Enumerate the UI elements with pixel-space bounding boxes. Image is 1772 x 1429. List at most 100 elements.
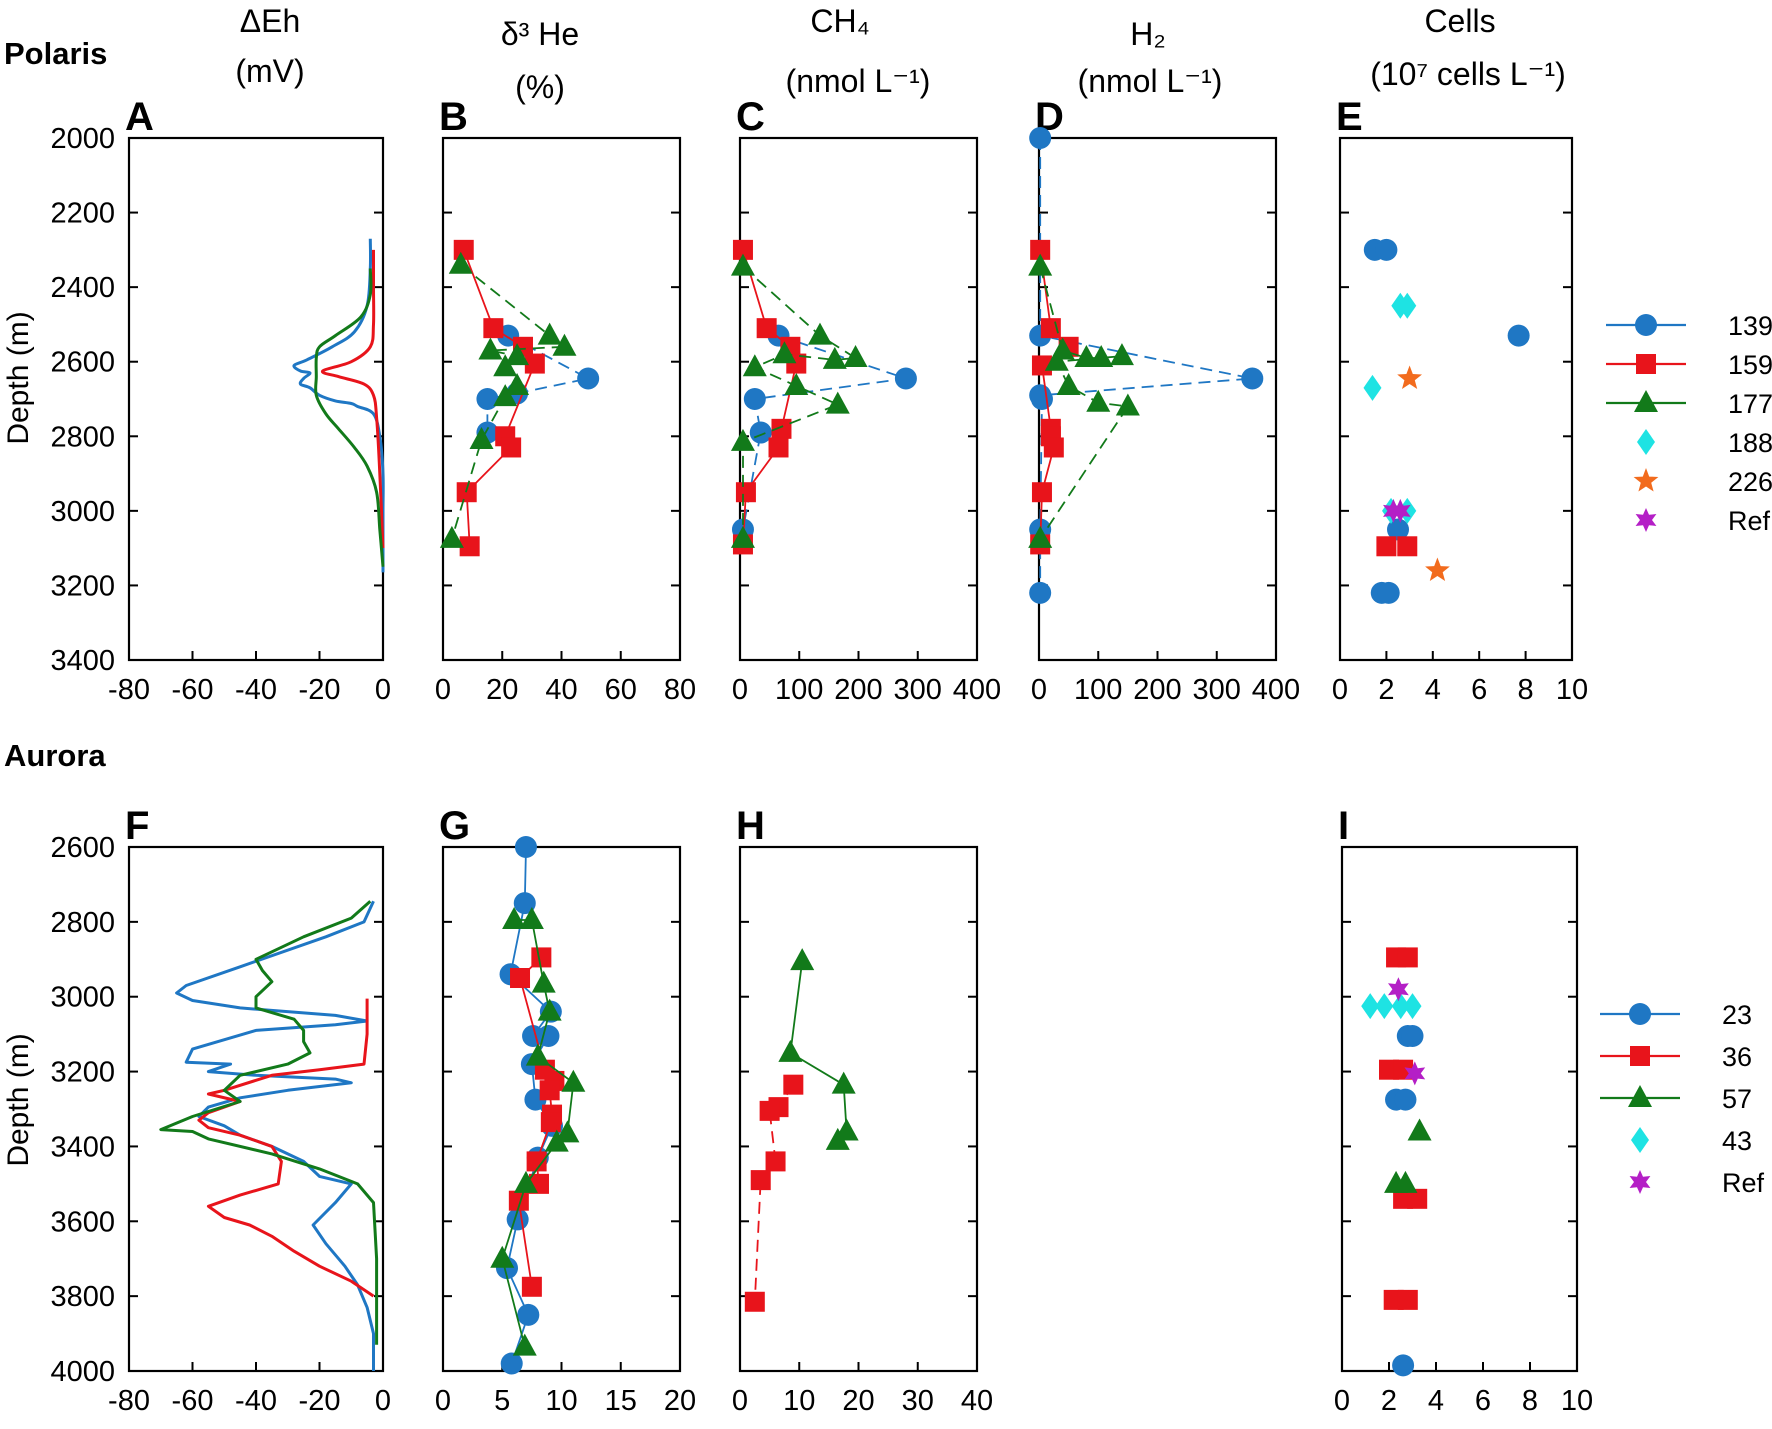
marker-Ref	[1383, 498, 1404, 523]
marker-36	[539, 1080, 560, 1101]
marker-57	[825, 1127, 850, 1150]
header-cells-line2: (10⁷ cells L⁻¹)	[1370, 56, 1566, 92]
panel-g: G 0 5 10 15 20	[435, 804, 696, 1417]
legend-marker-43	[1631, 1127, 1649, 1153]
header-he-line2: (%)	[515, 69, 565, 105]
marker-57	[512, 1333, 537, 1356]
x-tick-label: 8	[1518, 674, 1534, 706]
x-tick-label: 30	[902, 1385, 934, 1417]
legend-marker-57	[1628, 1085, 1652, 1107]
panel-c: C 0 100 200 300 400	[730, 95, 1001, 706]
x-tick-label: -60	[172, 1385, 214, 1417]
marker-159	[732, 239, 753, 260]
marker-36	[750, 1170, 771, 1191]
x-tick-label: -80	[108, 1385, 150, 1417]
header-he-line1: δ³ He	[501, 16, 579, 52]
x-tick-label: 100	[775, 674, 823, 706]
legend-aurora: 23 36 57 43 Ref	[1600, 1000, 1765, 1198]
x-tick-label: -20	[299, 674, 341, 706]
marker-36	[531, 947, 552, 968]
marker-177	[1089, 344, 1114, 367]
marker-23	[537, 1025, 560, 1048]
x-tick-label: 20	[664, 1385, 696, 1417]
y-tick-label: 2200	[50, 198, 115, 230]
marker-159	[501, 437, 522, 458]
series-line-36	[197, 998, 375, 1298]
marker-139	[894, 367, 917, 390]
y-tick-label: 3400	[50, 1131, 115, 1163]
y-tick-label: 3000	[50, 982, 115, 1014]
x-tick-label: 60	[605, 674, 637, 706]
marker-177	[1115, 393, 1140, 416]
x-tick-label: -60	[172, 674, 214, 706]
marker-57	[1393, 1170, 1418, 1193]
panel-i: I 0 2 4 6 8 10	[1334, 804, 1593, 1417]
panel-f: F -80 -60 -40 -20 0 2600 2800 3000 3200 3400 3600 38…	[50, 804, 391, 1417]
legend-marker-Ref	[1635, 508, 1657, 532]
legend-label-Ref: Ref	[1728, 506, 1771, 536]
panel-letter-a: A	[125, 95, 154, 139]
marker-177	[1109, 343, 1134, 366]
x-tick-label: 4	[1428, 1385, 1444, 1417]
x-tick-label: 300	[1193, 674, 1241, 706]
marker-57	[555, 1120, 580, 1143]
marker-57	[531, 970, 556, 993]
marker-36	[521, 1276, 542, 1297]
marker-159	[1397, 536, 1418, 557]
marker-159	[735, 482, 756, 503]
legend-marker-159	[1636, 354, 1656, 374]
x-tick-label: -40	[235, 1385, 277, 1417]
legend-label-36: 36	[1722, 1042, 1752, 1072]
marker-36	[508, 1190, 529, 1211]
x-tick-label: 0	[732, 1385, 748, 1417]
y-axis-label-aurora: Depth (m)	[2, 1033, 35, 1166]
marker-23	[1392, 1354, 1415, 1377]
marker-139	[1030, 388, 1053, 410]
x-tick-label: 0	[1332, 674, 1348, 706]
marker-36	[510, 968, 531, 988]
panel-letter-f: F	[125, 804, 149, 848]
x-tick-label: 200	[834, 674, 882, 706]
y-tick-label: 4000	[50, 1356, 115, 1388]
marker-36	[783, 1074, 804, 1095]
marker-177	[493, 384, 518, 407]
marker-36	[1407, 1188, 1428, 1209]
marker-57	[561, 1069, 586, 1092]
marker-139	[1241, 367, 1264, 390]
marker-139	[1377, 581, 1400, 604]
marker-57	[790, 948, 815, 971]
marker-177	[493, 354, 518, 377]
x-tick-label: 10	[1561, 1385, 1593, 1417]
legend-label-57: 57	[1722, 1084, 1752, 1114]
header-h2-line1: H₂	[1130, 16, 1166, 52]
site-label-polaris: Polaris	[4, 36, 107, 71]
marker-177	[1086, 389, 1111, 412]
marker-36	[526, 1151, 547, 1172]
header-cells-line1: Cells	[1424, 3, 1495, 39]
y-tick-label: 3800	[50, 1281, 115, 1313]
marker-177	[469, 427, 494, 450]
header-h2-line2: (nmol L⁻¹)	[1078, 63, 1223, 99]
x-tick-label: -80	[108, 674, 150, 706]
marker-177	[730, 253, 755, 276]
marker-177	[807, 322, 832, 345]
series-line-139	[292, 238, 385, 573]
marker-Ref	[1404, 1061, 1426, 1086]
marker-177	[742, 354, 767, 377]
marker-139	[1387, 518, 1409, 541]
marker-23	[514, 836, 537, 858]
marker-57	[544, 1129, 569, 1152]
marker-159	[1376, 536, 1397, 557]
y-tick-label: 3600	[50, 1206, 115, 1238]
marker-43	[1391, 993, 1410, 1020]
x-tick-label: 0	[1031, 674, 1047, 706]
marker-177	[552, 333, 577, 356]
marker-177	[537, 322, 562, 345]
plot-frame	[1037, 136, 1278, 662]
panel-letter-i: I	[1338, 804, 1349, 848]
x-tick-label: 10	[1556, 674, 1588, 706]
plot-frame	[1338, 136, 1574, 662]
marker-43	[1403, 993, 1422, 1020]
marker-139	[1507, 324, 1530, 347]
marker-23	[513, 892, 536, 915]
